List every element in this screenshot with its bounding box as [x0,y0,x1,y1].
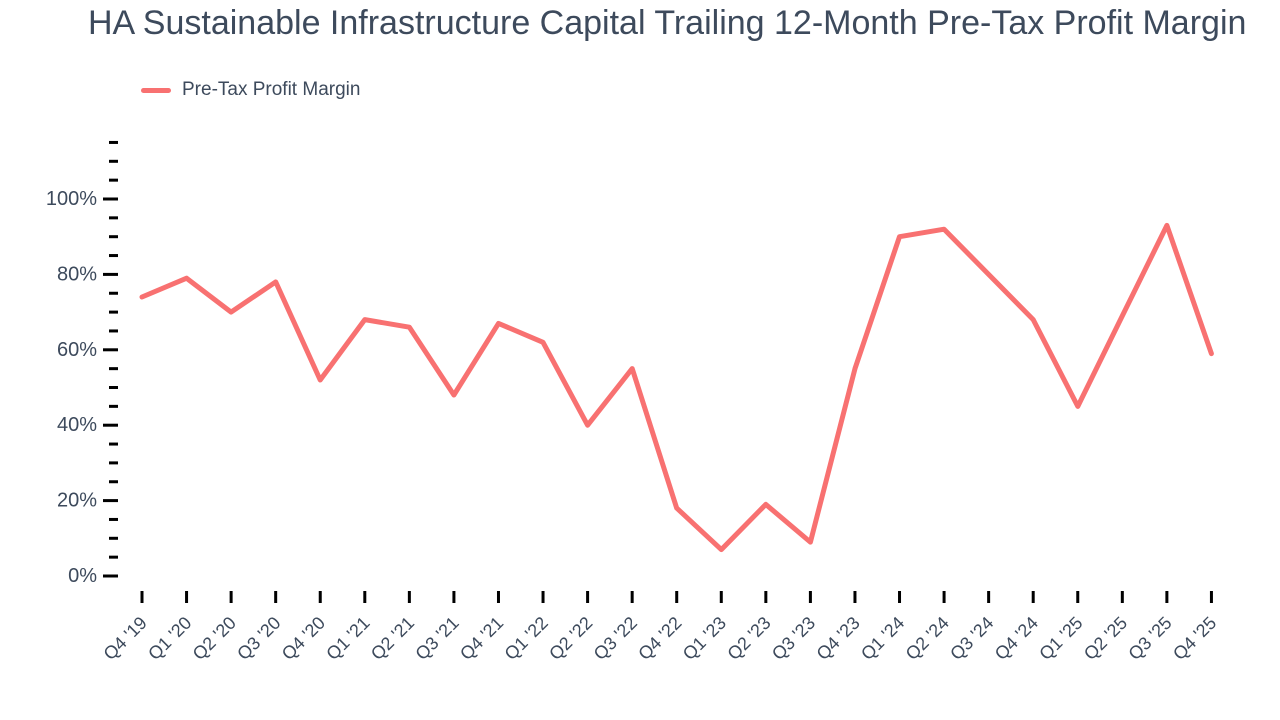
x-axis-label: Q4 '19 [100,613,151,664]
x-axis-label: Q4 '23 [813,613,864,664]
x-axis-label: Q3 '24 [946,613,997,664]
x-axis-label: Q4 '24 [991,613,1042,664]
x-axis-label: Q3 '20 [233,613,284,664]
y-axis-label: 60% [57,339,97,361]
x-axis-label: Q2 '20 [189,613,240,664]
x-axis-label: Q1 '22 [501,613,552,664]
legend: Pre-Tax Profit Margin [141,78,360,102]
legend-label: Pre-Tax Profit Margin [182,79,361,100]
y-axis-label: 40% [57,414,97,436]
y-axis-label: 20% [57,490,97,512]
x-axis-label: Q1 '23 [679,613,730,664]
x-axis-label: Q4 '22 [634,613,685,664]
x-axis-label: Q4 '21 [456,613,507,664]
x-axis-label: Q2 '23 [723,613,774,664]
x-axis-label: Q3 '23 [768,613,819,664]
y-axis-label: 100% [46,188,97,210]
x-axis-label: Q1 '20 [144,613,195,664]
x-axis-label: Q1 '25 [1035,613,1086,664]
x-axis-label: Q4 '20 [278,613,329,664]
x-axis-label: Q2 '21 [367,613,418,664]
x-axis-label: Q1 '24 [857,613,908,664]
x-axis-label: Q4 '25 [1169,613,1220,664]
x-axis-label: Q3 '21 [411,613,462,664]
chart-title: HA Sustainable Infrastructure Capital Tr… [88,4,1247,42]
x-axis-label: Q2 '22 [545,613,596,664]
x-axis-label: Q2 '24 [902,613,953,664]
y-axis-label: 80% [57,263,97,285]
x-axis-label: Q3 '22 [590,613,641,664]
x-axis-label: Q3 '25 [1124,613,1175,664]
legend-line-swatch [141,87,171,93]
x-axis-label: Q1 '21 [322,613,373,664]
pre-tax-profit-margin-line [139,222,1214,553]
y-axis-label: 0% [68,565,97,587]
x-axis-label: Q2 '25 [1080,613,1131,664]
